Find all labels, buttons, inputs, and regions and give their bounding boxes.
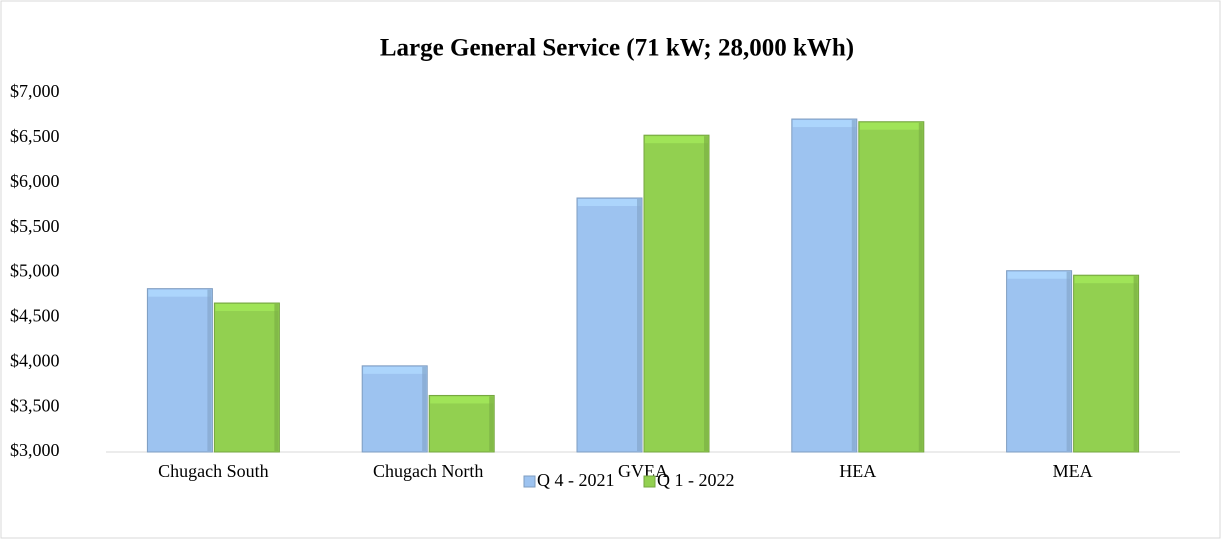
y-tick-label: $6,500 bbox=[10, 126, 60, 146]
bar-edge bbox=[637, 199, 641, 451]
chart-title: Large General Service (71 kW; 28,000 kWh… bbox=[380, 35, 854, 62]
bar-bevel bbox=[645, 136, 708, 144]
bar bbox=[146, 288, 213, 453]
bar-bevel bbox=[1007, 271, 1071, 279]
bar-edge bbox=[422, 366, 427, 451]
bar-bevel bbox=[578, 199, 641, 207]
y-tick-label: $3,500 bbox=[10, 395, 60, 415]
bar-bevel bbox=[792, 120, 856, 128]
legend-swatch bbox=[643, 475, 656, 488]
y-tick-label: $5,500 bbox=[10, 216, 60, 236]
x-tick-label: MEA bbox=[1053, 461, 1093, 481]
bar-edge bbox=[1066, 271, 1071, 451]
bar-bevel bbox=[215, 304, 279, 312]
legend-swatch bbox=[523, 475, 536, 488]
legend-label: Q 4 - 2021 bbox=[537, 470, 615, 490]
y-tick-label: $4,000 bbox=[10, 350, 60, 370]
bar-bevel bbox=[430, 396, 494, 404]
y-tick-label: $3,000 bbox=[10, 440, 60, 460]
bar-bevel bbox=[859, 122, 923, 130]
bar-edge bbox=[918, 122, 923, 451]
bar bbox=[1073, 274, 1140, 453]
bar-edge bbox=[489, 396, 494, 451]
bar bbox=[428, 394, 495, 453]
bar bbox=[576, 197, 643, 453]
bar-bevel bbox=[148, 289, 212, 297]
bar-edge bbox=[274, 304, 279, 451]
legend-label: Q 1 - 2022 bbox=[657, 470, 735, 490]
x-tick-label: Chugach North bbox=[373, 461, 483, 481]
bar bbox=[361, 365, 428, 453]
bar bbox=[643, 134, 710, 453]
bar-bevel bbox=[1074, 276, 1138, 284]
bar-edge bbox=[1133, 276, 1138, 451]
bar bbox=[213, 302, 280, 453]
y-tick-label: $6,000 bbox=[10, 171, 60, 191]
bar-edge bbox=[851, 120, 856, 451]
bar bbox=[791, 118, 858, 453]
x-tick-label: HEA bbox=[839, 461, 876, 481]
x-tick-label: Chugach South bbox=[158, 461, 269, 481]
bar-edge bbox=[207, 289, 212, 451]
y-tick-label: $4,500 bbox=[10, 306, 60, 326]
bar-edge bbox=[704, 136, 708, 451]
bar-bevel bbox=[363, 366, 427, 374]
y-tick-label: $5,000 bbox=[10, 261, 60, 281]
bar bbox=[1006, 270, 1073, 453]
bar bbox=[858, 121, 925, 453]
y-tick-label: $7,000 bbox=[10, 81, 60, 101]
